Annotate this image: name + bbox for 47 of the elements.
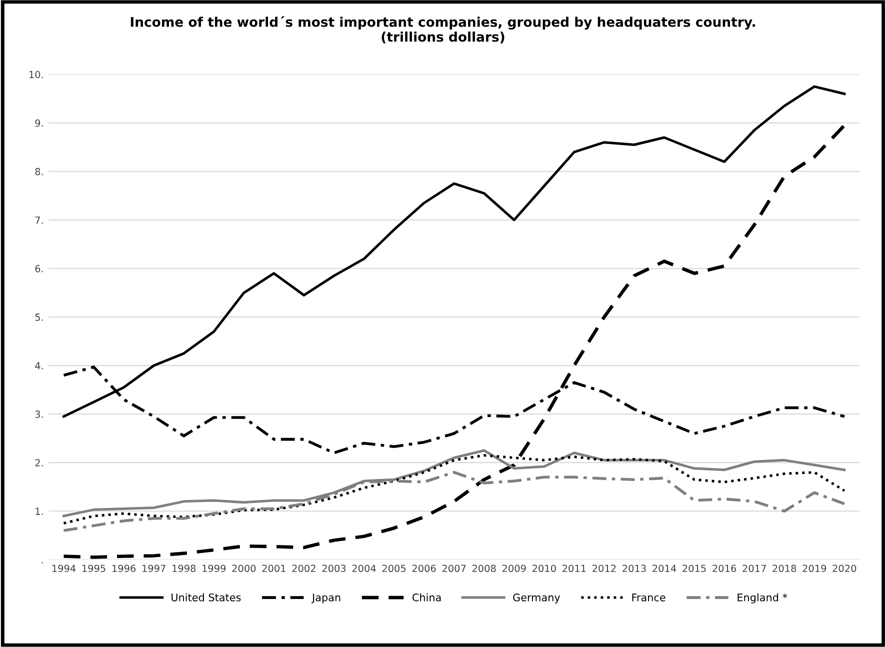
x-tick-label: 2009 <box>502 564 526 572</box>
x-tick-label: 2003 <box>322 564 346 572</box>
legend-label: Japan <box>311 594 340 604</box>
x-tick-label: 2018 <box>772 564 796 572</box>
x-tick-label: 1995 <box>82 564 106 572</box>
x-tick-label: 1997 <box>142 564 166 572</box>
y-tick-label: 9. <box>35 119 43 127</box>
y-tick-label: 10. <box>29 70 43 78</box>
y-tick-label: 7. <box>35 216 43 224</box>
x-tick-label: 1999 <box>202 564 226 572</box>
x-tick-label: 2014 <box>652 564 676 572</box>
y-tick-label: 4. <box>35 362 43 370</box>
x-tick-label: 2013 <box>622 564 646 572</box>
x-tick-label: 2010 <box>532 564 556 572</box>
x-tick-label: 2006 <box>412 564 436 572</box>
x-tick-label: 2001 <box>262 564 286 572</box>
x-tick-label: 1996 <box>112 564 136 572</box>
x-tick-label: 2005 <box>382 564 406 572</box>
legend-label: Germany <box>513 593 560 604</box>
y-tick-label: 2. <box>35 459 43 466</box>
x-tick-label: 2015 <box>682 564 706 572</box>
chart-title: Income of the world´s most important companies, grouped by headquaters country. (trillions dollars) <box>130 16 755 44</box>
x-tick-label: 2004 <box>352 564 376 572</box>
line-series <box>62 454 846 525</box>
x-tick-label: 2012 <box>592 564 616 572</box>
y-tick-label: 8. <box>35 168 43 176</box>
y-tick-label: 1. <box>36 508 43 515</box>
legend-label: United States <box>172 593 241 602</box>
y-tick-label: 5. <box>35 314 43 321</box>
x-tick-label: 2008 <box>472 564 496 572</box>
y-tick-label: 3. <box>35 410 43 418</box>
legend-label: China <box>412 593 441 602</box>
x-tick-label: 2017 <box>742 564 766 572</box>
x-tick-label: 1998 <box>172 564 196 572</box>
x-tick-label: 2011 <box>562 564 586 572</box>
x-tick-label: 2007 <box>442 564 466 572</box>
x-tick-label: 2019 <box>802 564 826 572</box>
line-series <box>62 124 846 559</box>
x-tick-label: 1994 <box>52 564 76 572</box>
legend-label: England * <box>738 593 788 604</box>
x-tick-label: 2002 <box>292 564 316 572</box>
x-tick-label: 2020 <box>832 564 856 572</box>
y-tick-label: . <box>42 562 43 564</box>
x-tick-label: 2016 <box>712 564 736 572</box>
x-tick-label: 2000 <box>232 564 256 572</box>
y-tick-label: 6. <box>35 264 43 272</box>
legend-label: France <box>632 594 666 602</box>
